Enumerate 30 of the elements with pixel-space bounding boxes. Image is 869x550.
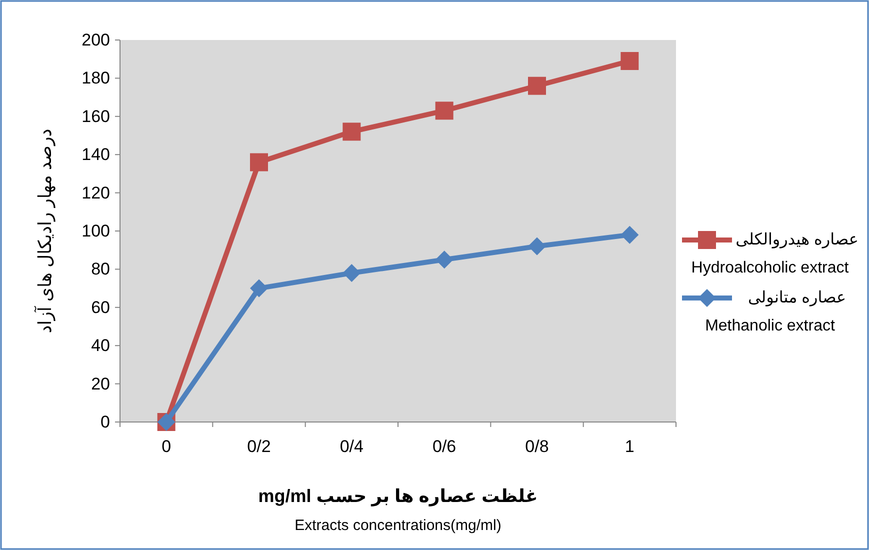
y-tick-label: 160 bbox=[82, 106, 110, 126]
y-tick-label: 40 bbox=[91, 336, 110, 356]
point bbox=[435, 250, 454, 269]
x-tick-label: 0/8 bbox=[525, 437, 549, 456]
y-tick-label: 100 bbox=[82, 222, 110, 240]
y-axis-title: درصد مهار رادیکال های آزاد bbox=[34, 128, 56, 334]
y-tick-label: 200 bbox=[82, 30, 110, 50]
point bbox=[528, 76, 546, 95]
point bbox=[250, 153, 268, 172]
point bbox=[342, 122, 361, 141]
y-tick-label: 140 bbox=[82, 145, 110, 164]
point bbox=[250, 279, 268, 298]
x-tick-label: 0/6 bbox=[432, 437, 456, 456]
y-tick-label: 60 bbox=[91, 298, 110, 317]
y-tick-label: 0 bbox=[100, 412, 110, 432]
point bbox=[620, 226, 639, 244]
x-tick-label: 1 bbox=[624, 437, 634, 456]
point bbox=[342, 264, 361, 282]
point bbox=[435, 102, 454, 120]
x-tick-label: 0/2 bbox=[247, 437, 271, 456]
point bbox=[620, 52, 639, 70]
y-tick-label: 80 bbox=[91, 260, 110, 279]
y-tick-label: 180 bbox=[82, 68, 110, 88]
point bbox=[528, 237, 546, 256]
x-axis-title: غلظت عصاره ها بر حسب mg/ml bbox=[258, 486, 538, 507]
y-tick-label: 20 bbox=[91, 374, 110, 394]
y-tick-label: 120 bbox=[82, 183, 110, 202]
text: Extracts concentrations(mg/ml) bbox=[294, 517, 502, 534]
x-tick-label: 0/4 bbox=[340, 437, 364, 456]
x-tick-label: 0 bbox=[162, 437, 172, 456]
